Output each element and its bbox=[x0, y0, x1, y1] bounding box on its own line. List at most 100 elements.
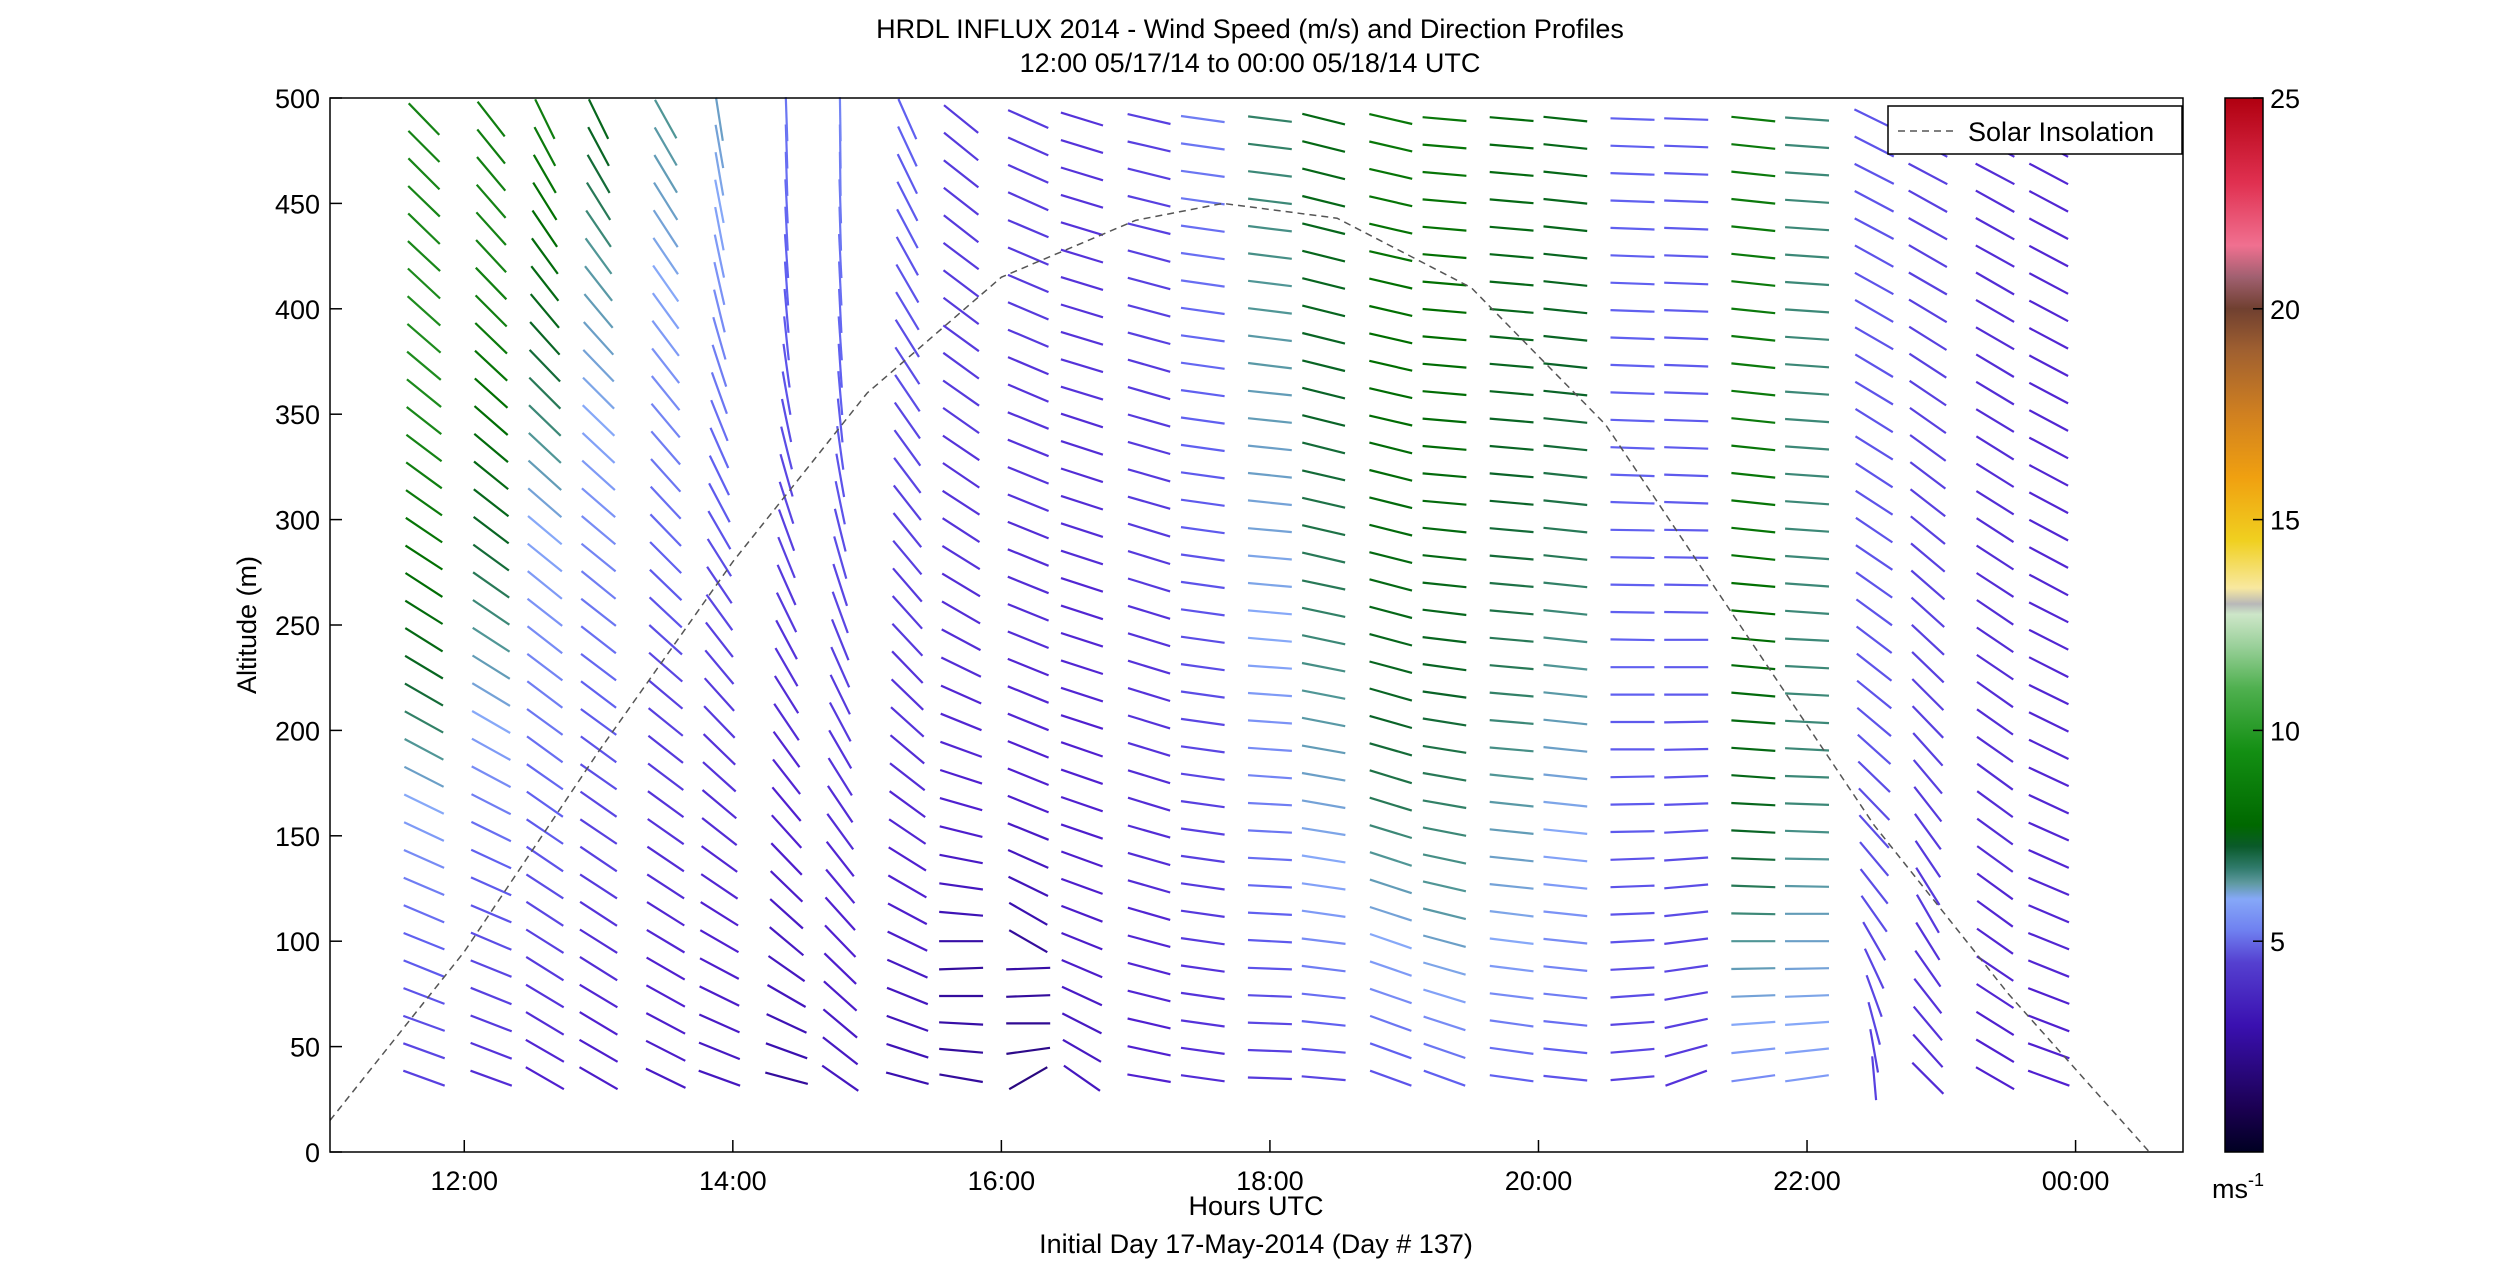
wind-vector bbox=[578, 1038, 619, 1063]
wind-vector bbox=[1422, 880, 1467, 893]
wind-vector bbox=[1610, 638, 1655, 642]
wind-vector bbox=[1301, 854, 1346, 864]
wind-vector bbox=[1060, 303, 1104, 319]
wind-vector bbox=[1369, 304, 1413, 317]
wind-vector bbox=[581, 404, 616, 437]
wind-vector bbox=[941, 544, 981, 571]
wind-vector bbox=[1976, 762, 2014, 791]
wind-vector bbox=[1061, 1012, 1102, 1035]
wind-vector bbox=[1180, 114, 1225, 124]
wind-vector bbox=[1369, 468, 1413, 482]
wind-vector bbox=[891, 622, 924, 657]
wind-vector bbox=[1854, 326, 1894, 351]
wind-vector bbox=[2028, 244, 2069, 268]
wind-vector bbox=[1247, 719, 1292, 725]
wind-vector bbox=[1785, 363, 1830, 369]
wind-vector bbox=[1543, 362, 1588, 370]
wind-vector bbox=[1422, 170, 1467, 177]
wind-vector bbox=[1369, 796, 1413, 812]
wind-vector bbox=[1180, 854, 1225, 864]
wind-vector bbox=[1007, 109, 1049, 130]
wind-vector bbox=[579, 900, 618, 927]
wind-vector bbox=[1976, 599, 2014, 626]
wind-vector bbox=[1060, 577, 1104, 593]
wind-vector bbox=[1664, 254, 1709, 258]
wind-vector bbox=[2028, 518, 2069, 542]
wind-vector bbox=[650, 430, 681, 466]
wind-vector bbox=[1543, 554, 1588, 561]
wind-vector bbox=[1302, 112, 1346, 126]
wind-vector bbox=[1489, 746, 1534, 753]
wind-vector bbox=[2028, 327, 2069, 350]
wind-vector bbox=[1180, 717, 1225, 727]
wind-vector bbox=[1489, 499, 1534, 506]
wind-vector bbox=[471, 710, 511, 734]
wind-vector bbox=[1247, 417, 1292, 424]
wind-vector bbox=[1915, 894, 1940, 934]
wind-vector bbox=[837, 371, 844, 416]
wind-vector bbox=[836, 398, 844, 443]
wind-vector bbox=[1060, 139, 1104, 154]
wind-vector bbox=[1422, 907, 1467, 921]
wind-vector bbox=[1975, 326, 2015, 351]
wind-vector bbox=[527, 487, 563, 519]
wind-vector bbox=[1369, 332, 1413, 345]
wind-vector bbox=[708, 482, 731, 523]
wind-vector bbox=[1060, 412, 1104, 429]
wind-vector bbox=[406, 350, 442, 381]
wind-vector bbox=[475, 239, 507, 273]
wind-vector bbox=[403, 765, 445, 788]
wind-vector bbox=[470, 931, 512, 951]
wind-vector bbox=[892, 484, 922, 521]
wind-vector bbox=[774, 647, 799, 687]
wind-vector bbox=[526, 790, 564, 818]
wind-vector bbox=[645, 984, 686, 1008]
wind-vector bbox=[1127, 632, 1171, 648]
wind-vector bbox=[580, 625, 617, 655]
wind-vector bbox=[1489, 417, 1534, 424]
wind-vector bbox=[939, 797, 983, 812]
wind-vector bbox=[824, 896, 856, 931]
wind-vector bbox=[526, 763, 564, 791]
wind-vector bbox=[1247, 581, 1292, 588]
wind-vector bbox=[1854, 407, 1894, 434]
wind-vector bbox=[698, 1041, 741, 1061]
wind-vector bbox=[706, 566, 733, 604]
wind-vector bbox=[1489, 910, 1534, 918]
y-tick-label: 400 bbox=[275, 295, 320, 325]
wind-vector bbox=[1007, 822, 1050, 841]
wind-vector bbox=[1867, 1001, 1881, 1045]
wind-vector bbox=[472, 543, 510, 572]
wind-vector bbox=[2028, 546, 2069, 569]
wind-vector bbox=[1180, 443, 1225, 453]
wind-vector bbox=[1247, 664, 1292, 670]
wind-vector bbox=[1855, 544, 1894, 571]
wind-vector bbox=[1247, 1021, 1292, 1026]
wind-vector bbox=[1731, 362, 1776, 370]
wind-vector bbox=[1489, 883, 1534, 890]
wind-vector bbox=[1785, 472, 1830, 478]
wind-vector bbox=[1301, 882, 1346, 891]
wind-vector bbox=[1061, 904, 1103, 923]
wind-vector bbox=[1127, 604, 1171, 620]
wind-vector bbox=[939, 768, 983, 785]
wind-vector bbox=[784, 179, 789, 224]
colorbar-ramp bbox=[2224, 97, 2264, 1153]
wind-vector bbox=[1910, 596, 1945, 628]
wind-vector bbox=[1784, 829, 1830, 834]
wind-vector bbox=[1006, 1046, 1051, 1055]
wind-vector bbox=[651, 292, 680, 330]
wind-vector bbox=[766, 984, 807, 1008]
wind-vector bbox=[1731, 170, 1776, 178]
wind-vector bbox=[1301, 937, 1346, 945]
wind-vector bbox=[701, 789, 738, 820]
wind-vector bbox=[529, 321, 561, 356]
wind-vector bbox=[1858, 787, 1891, 821]
wind-vector bbox=[713, 261, 726, 306]
wind-vector bbox=[1871, 1056, 1878, 1101]
wind-vector bbox=[1422, 390, 1467, 397]
wind-vector bbox=[773, 675, 800, 714]
wind-vector bbox=[1422, 198, 1467, 205]
wind-vector bbox=[528, 404, 562, 437]
wind-vector bbox=[1422, 280, 1467, 287]
